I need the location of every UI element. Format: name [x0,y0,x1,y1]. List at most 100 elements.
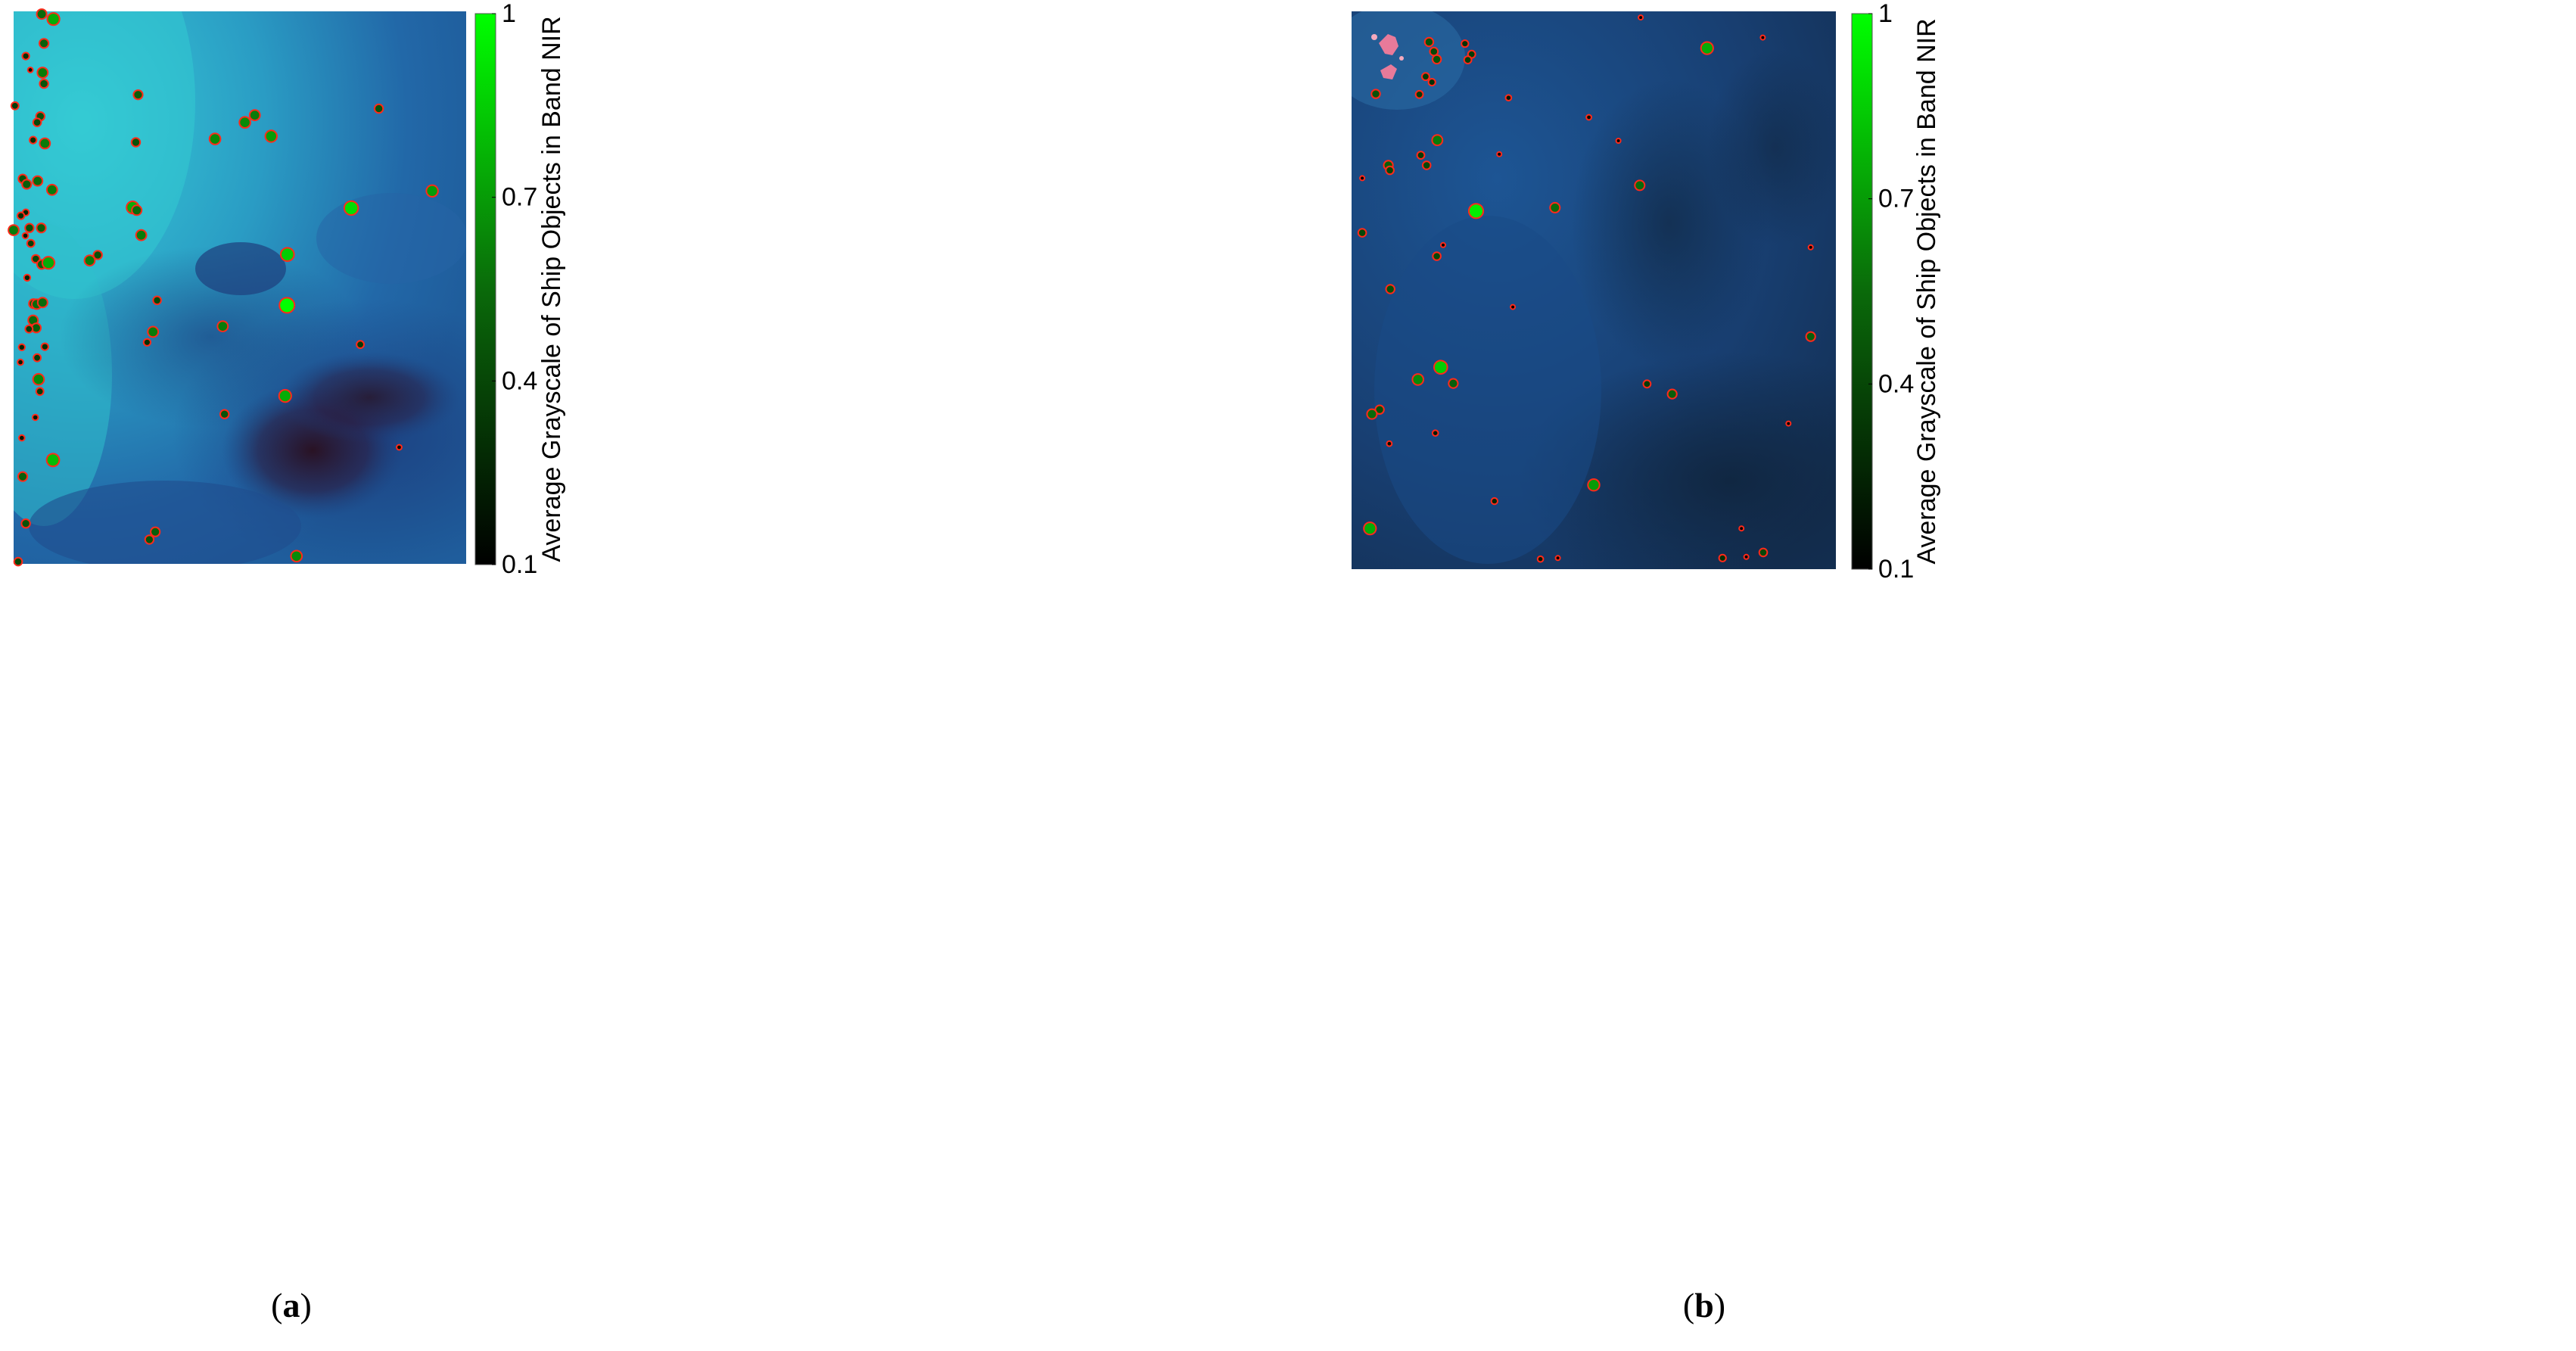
colorbar-tick-label: 1 [502,0,516,28]
ship-marker [29,135,38,145]
ship-marker [1370,89,1381,99]
panel-b-satellite-image [1352,11,1836,569]
ship-marker [18,434,26,442]
ship-marker [8,224,20,237]
ship-marker [41,256,56,270]
panel-b-ship-markers [1357,14,1816,563]
ship-marker [1666,388,1678,400]
ship-marker [132,89,144,101]
ship-marker [1805,331,1816,342]
panel-b-caption: (b) [1629,1285,1780,1325]
caption-letter: b [1694,1286,1714,1325]
ship-marker [152,295,162,306]
ship-marker [1718,553,1727,562]
ship-marker [21,232,30,240]
ship-marker [26,67,34,73]
ship-marker [32,175,44,187]
colorbar-tick-label: 0.1 [502,550,537,579]
ship-marker [264,129,278,143]
panel-a-colorbar-gradient [474,13,496,565]
colorbar-tick-label: 1 [1878,0,1893,28]
ship-marker [150,526,161,537]
ship-marker [142,338,151,347]
ship-marker [1416,151,1426,160]
caption-close-paren: ) [1713,1286,1726,1325]
ship-marker [17,211,26,220]
ship-marker [1385,165,1395,176]
panel-b-colorbar-ticks: 0.1 0.4 0.7 1 [1868,0,1914,584]
ship-marker [31,413,39,422]
ship-marker [1363,521,1377,536]
ship-marker [1743,553,1750,560]
ship-marker [1587,478,1601,492]
ship-marker [1411,373,1424,386]
ship-marker [373,103,384,114]
ship-marker [32,117,42,127]
ship-marker [135,229,148,241]
ship-marker [278,389,292,403]
panel-b-colorbar-gradient [1851,13,1873,570]
ship-marker [1634,179,1646,191]
ship-marker [1423,36,1435,48]
ship-marker [278,297,296,314]
panel-a-colorbar: 0.1 0.4 0.7 1 Average Grayscale of Ship Obj… [474,0,566,579]
ship-marker [1758,547,1769,558]
ship-marker [1807,244,1814,251]
ship-marker [1496,151,1503,157]
ship-marker [36,297,48,309]
colorbar-tick-label: 0.7 [502,183,537,212]
ship-marker [1549,201,1561,213]
ship-marker [356,340,366,350]
ship-marker [20,518,31,529]
panel-b-colorbar-label: Average Grayscale of Ship Objects in Ban… [1912,18,1941,564]
panel-b-colorbar: 0.1 0.4 0.7 1 Average Grayscale of Ship Obj… [1851,0,1941,584]
caption-open-paren: ( [1682,1286,1695,1325]
ship-marker [46,12,61,26]
caption-close-paren: ) [300,1286,312,1325]
colorbar-tick-label: 0.1 [1878,555,1914,584]
ship-marker [33,353,42,363]
caption-open-paren: ( [271,1286,283,1325]
ship-marker [45,453,61,468]
ship-marker [92,250,103,260]
ship-marker [131,204,143,216]
ship-marker [13,556,23,567]
ship-marker [1366,408,1378,420]
ship-marker [17,358,24,366]
ship-marker [45,183,58,196]
figure-panel-b: 0.1 0.4 0.7 1 Average Grayscale of Ship Obj… [1288,0,2576,1351]
ship-marker [396,444,403,451]
ship-marker [17,343,26,351]
ship-marker [24,223,35,233]
ship-marker [216,320,229,333]
ship-marker [1432,251,1442,261]
ship-marker [1490,497,1499,506]
colorbar-tick-label: 0.7 [1878,185,1914,213]
ship-marker [1421,160,1432,170]
ship-marker [1700,41,1714,55]
ship-marker [32,372,45,386]
ship-marker [17,471,29,482]
panel-a-colorbar-label: Average Grayscale of Ship Objects in Ban… [537,16,566,562]
panel-a-plot-area [8,8,466,567]
ship-marker [290,549,303,563]
ship-marker [1357,228,1367,238]
ship-marker [1421,72,1430,82]
ship-marker [1463,55,1473,64]
ship-marker [10,101,20,111]
ship-marker [1510,304,1517,310]
panel-a-plot: 0.1 0.4 0.7 1 Average Grayscale of Ship Obj… [8,0,566,579]
panel-a-caption: (a) [216,1285,367,1325]
ship-marker [147,325,160,338]
panel-b-plot-area [1352,11,1836,569]
ship-marker [83,254,96,267]
panel-b-island [1371,34,1404,79]
ship-marker [280,247,295,263]
ship-marker [130,137,142,148]
ship-marker [1738,525,1745,532]
ship-marker [1414,89,1424,99]
ship-marker [219,409,230,419]
colorbar-tick-label: 0.4 [502,366,537,395]
ship-marker [1431,54,1442,65]
ship-marker [39,38,50,49]
